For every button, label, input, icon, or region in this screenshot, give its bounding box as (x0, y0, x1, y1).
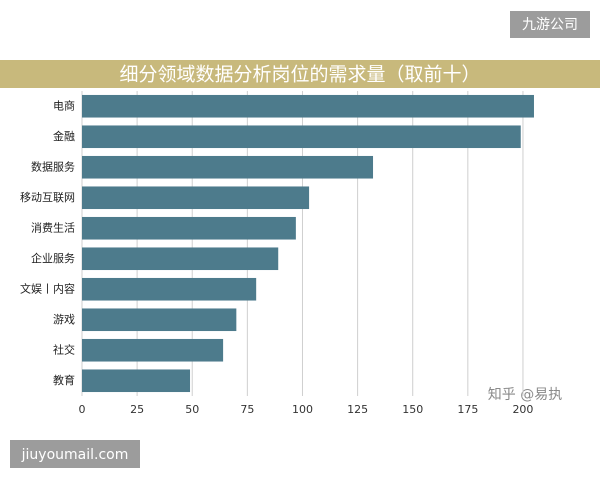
bar (82, 308, 237, 332)
bar (82, 94, 534, 118)
bar (82, 277, 257, 301)
y-tick-label: 文娱丨内容 (20, 281, 75, 295)
y-tick-label: 数据服务 (31, 159, 75, 173)
x-tick-label: 50 (185, 403, 199, 416)
x-tick-label: 175 (457, 403, 478, 416)
title-band (0, 60, 600, 88)
bar (82, 247, 279, 271)
y-tick-label: 金融 (53, 129, 75, 143)
bar (82, 216, 296, 240)
bar (82, 155, 374, 179)
y-tick-label: 游戏 (53, 313, 75, 326)
watermark: 知乎 @易执 (488, 386, 562, 403)
x-tick-label: 75 (240, 403, 254, 416)
chart-title: 细分领域数据分析岗位的需求量（取前十） (119, 64, 480, 86)
y-tick-label: 消费生活 (31, 220, 75, 234)
y-tick-label: 社交 (53, 342, 75, 356)
x-tick-label: 200 (512, 403, 533, 416)
bar (82, 186, 310, 210)
x-tick-label: 0 (79, 403, 86, 416)
x-tick-label: 100 (292, 403, 313, 416)
watermark: 九游公司 (522, 17, 578, 33)
y-tick-label: 电商 (53, 98, 75, 112)
y-tick-label: 移动互联网 (20, 191, 75, 204)
x-tick-label: 150 (402, 403, 423, 416)
watermark-box (10, 440, 140, 468)
x-tick-label: 125 (347, 403, 368, 416)
bar (82, 125, 521, 149)
bar (82, 369, 191, 393)
x-tick-label: 25 (130, 403, 144, 416)
y-tick-label: 教育 (53, 373, 75, 387)
watermark-box (510, 11, 590, 38)
y-tick-label: 企业服务 (31, 251, 75, 265)
bar (82, 338, 224, 362)
watermark: jiuyoumail.com (21, 447, 129, 463)
